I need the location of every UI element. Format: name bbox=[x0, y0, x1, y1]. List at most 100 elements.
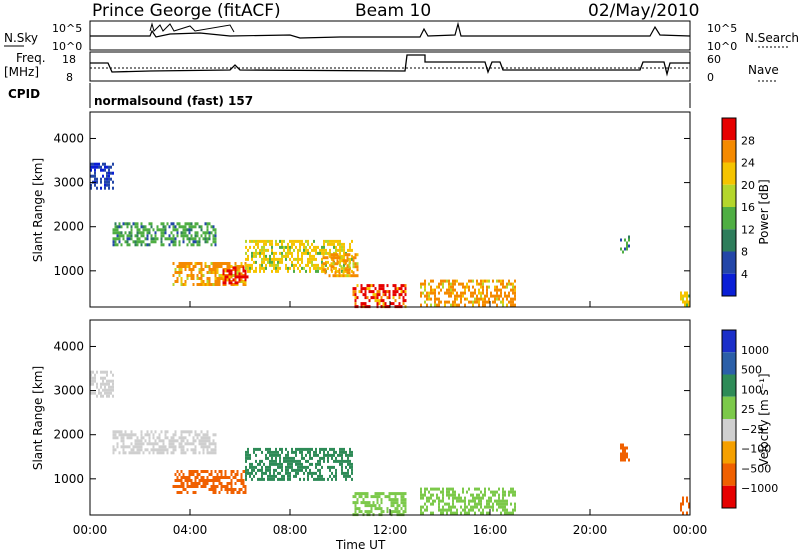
data-cell bbox=[182, 445, 185, 449]
data-cell bbox=[514, 490, 516, 494]
data-cell bbox=[142, 436, 145, 440]
data-cell bbox=[226, 275, 229, 279]
cpid-label: CPID bbox=[8, 87, 40, 101]
data-cell bbox=[230, 281, 233, 285]
data-cell bbox=[514, 297, 516, 301]
data-cell bbox=[184, 268, 187, 271]
data-cell bbox=[315, 447, 317, 451]
data-cell bbox=[130, 225, 133, 229]
data-cell bbox=[299, 447, 301, 451]
xtick-label: 12:00 bbox=[373, 523, 408, 537]
data-cell bbox=[496, 490, 498, 494]
data-cell bbox=[452, 493, 454, 497]
data-cell bbox=[370, 510, 373, 514]
data-cell bbox=[210, 268, 213, 271]
data-cell bbox=[267, 477, 269, 481]
data-cell bbox=[496, 285, 498, 289]
data-cell bbox=[448, 294, 450, 298]
data-cell bbox=[214, 231, 217, 235]
data-cell bbox=[339, 251, 341, 255]
data-cell bbox=[190, 274, 193, 277]
data-cell bbox=[174, 237, 177, 241]
data-cell bbox=[498, 493, 500, 497]
data-cell bbox=[484, 294, 486, 298]
data-cell bbox=[452, 282, 454, 286]
data-cell bbox=[106, 394, 108, 398]
data-cell bbox=[226, 269, 229, 273]
data-cell bbox=[204, 222, 207, 226]
data-cell bbox=[180, 445, 183, 449]
nsky-label: N.Sky bbox=[4, 31, 38, 45]
data-cell bbox=[327, 465, 329, 469]
data-cell bbox=[317, 453, 319, 457]
data-cell bbox=[275, 474, 277, 478]
data-cell bbox=[624, 458, 626, 462]
data-cell bbox=[438, 303, 440, 307]
data-cell bbox=[344, 274, 347, 278]
data-cell bbox=[620, 455, 622, 459]
data-cell bbox=[273, 459, 275, 463]
data-cell bbox=[680, 294, 682, 298]
data-cell bbox=[138, 439, 141, 443]
data-cell bbox=[192, 237, 195, 241]
data-cell bbox=[236, 281, 239, 285]
data-cell bbox=[438, 502, 440, 506]
data-cell bbox=[180, 442, 183, 446]
data-cell bbox=[226, 265, 229, 268]
data-cell bbox=[108, 168, 110, 172]
data-cell bbox=[267, 447, 269, 451]
data-cell bbox=[172, 237, 175, 241]
data-cell bbox=[301, 450, 303, 454]
data-cell bbox=[146, 243, 149, 247]
data-cell bbox=[142, 240, 145, 244]
data-cell bbox=[212, 265, 215, 268]
data-cell bbox=[289, 248, 291, 252]
data-cell bbox=[428, 294, 430, 298]
data-cell bbox=[334, 271, 337, 275]
data-cell bbox=[335, 450, 337, 454]
data-cell bbox=[232, 283, 235, 286]
data-cell bbox=[372, 504, 375, 508]
data-cell bbox=[236, 473, 239, 476]
data-cell bbox=[492, 508, 494, 512]
data-cell bbox=[114, 222, 117, 226]
data-cell bbox=[512, 291, 514, 295]
data-cell bbox=[178, 485, 181, 488]
data-cell bbox=[333, 450, 335, 454]
data-cell bbox=[317, 477, 319, 481]
data-cell bbox=[440, 490, 442, 494]
data-cell bbox=[504, 502, 506, 506]
data-cell bbox=[382, 287, 385, 291]
data-cell bbox=[160, 234, 163, 238]
data-cell bbox=[622, 449, 624, 453]
data-cell bbox=[348, 274, 351, 278]
ytick-label: 2000 bbox=[53, 428, 84, 442]
data-cell bbox=[118, 433, 121, 437]
data-cell bbox=[474, 300, 476, 304]
data-cell bbox=[182, 485, 185, 488]
data-cell bbox=[134, 442, 137, 446]
data-cell bbox=[430, 279, 432, 283]
data-cell bbox=[188, 479, 191, 482]
data-cell bbox=[170, 451, 173, 455]
data-cell bbox=[341, 471, 343, 475]
data-cell bbox=[104, 370, 106, 374]
data-cell bbox=[430, 297, 432, 301]
data-cell bbox=[261, 468, 263, 472]
data-cell bbox=[90, 391, 92, 395]
data-cell bbox=[620, 452, 622, 456]
data-cell bbox=[186, 491, 189, 494]
data-cell bbox=[210, 283, 213, 286]
data-cell bbox=[311, 456, 313, 460]
data-cell bbox=[162, 222, 165, 226]
data-cell bbox=[299, 450, 301, 454]
data-cell bbox=[186, 479, 189, 482]
data-cell bbox=[261, 474, 263, 478]
data-cell bbox=[305, 251, 307, 255]
data-cell bbox=[430, 496, 432, 500]
data-cell bbox=[426, 303, 428, 307]
data-cell bbox=[345, 269, 347, 273]
data-cell bbox=[166, 436, 169, 440]
data-cell bbox=[267, 465, 269, 469]
data-cell bbox=[240, 265, 243, 268]
